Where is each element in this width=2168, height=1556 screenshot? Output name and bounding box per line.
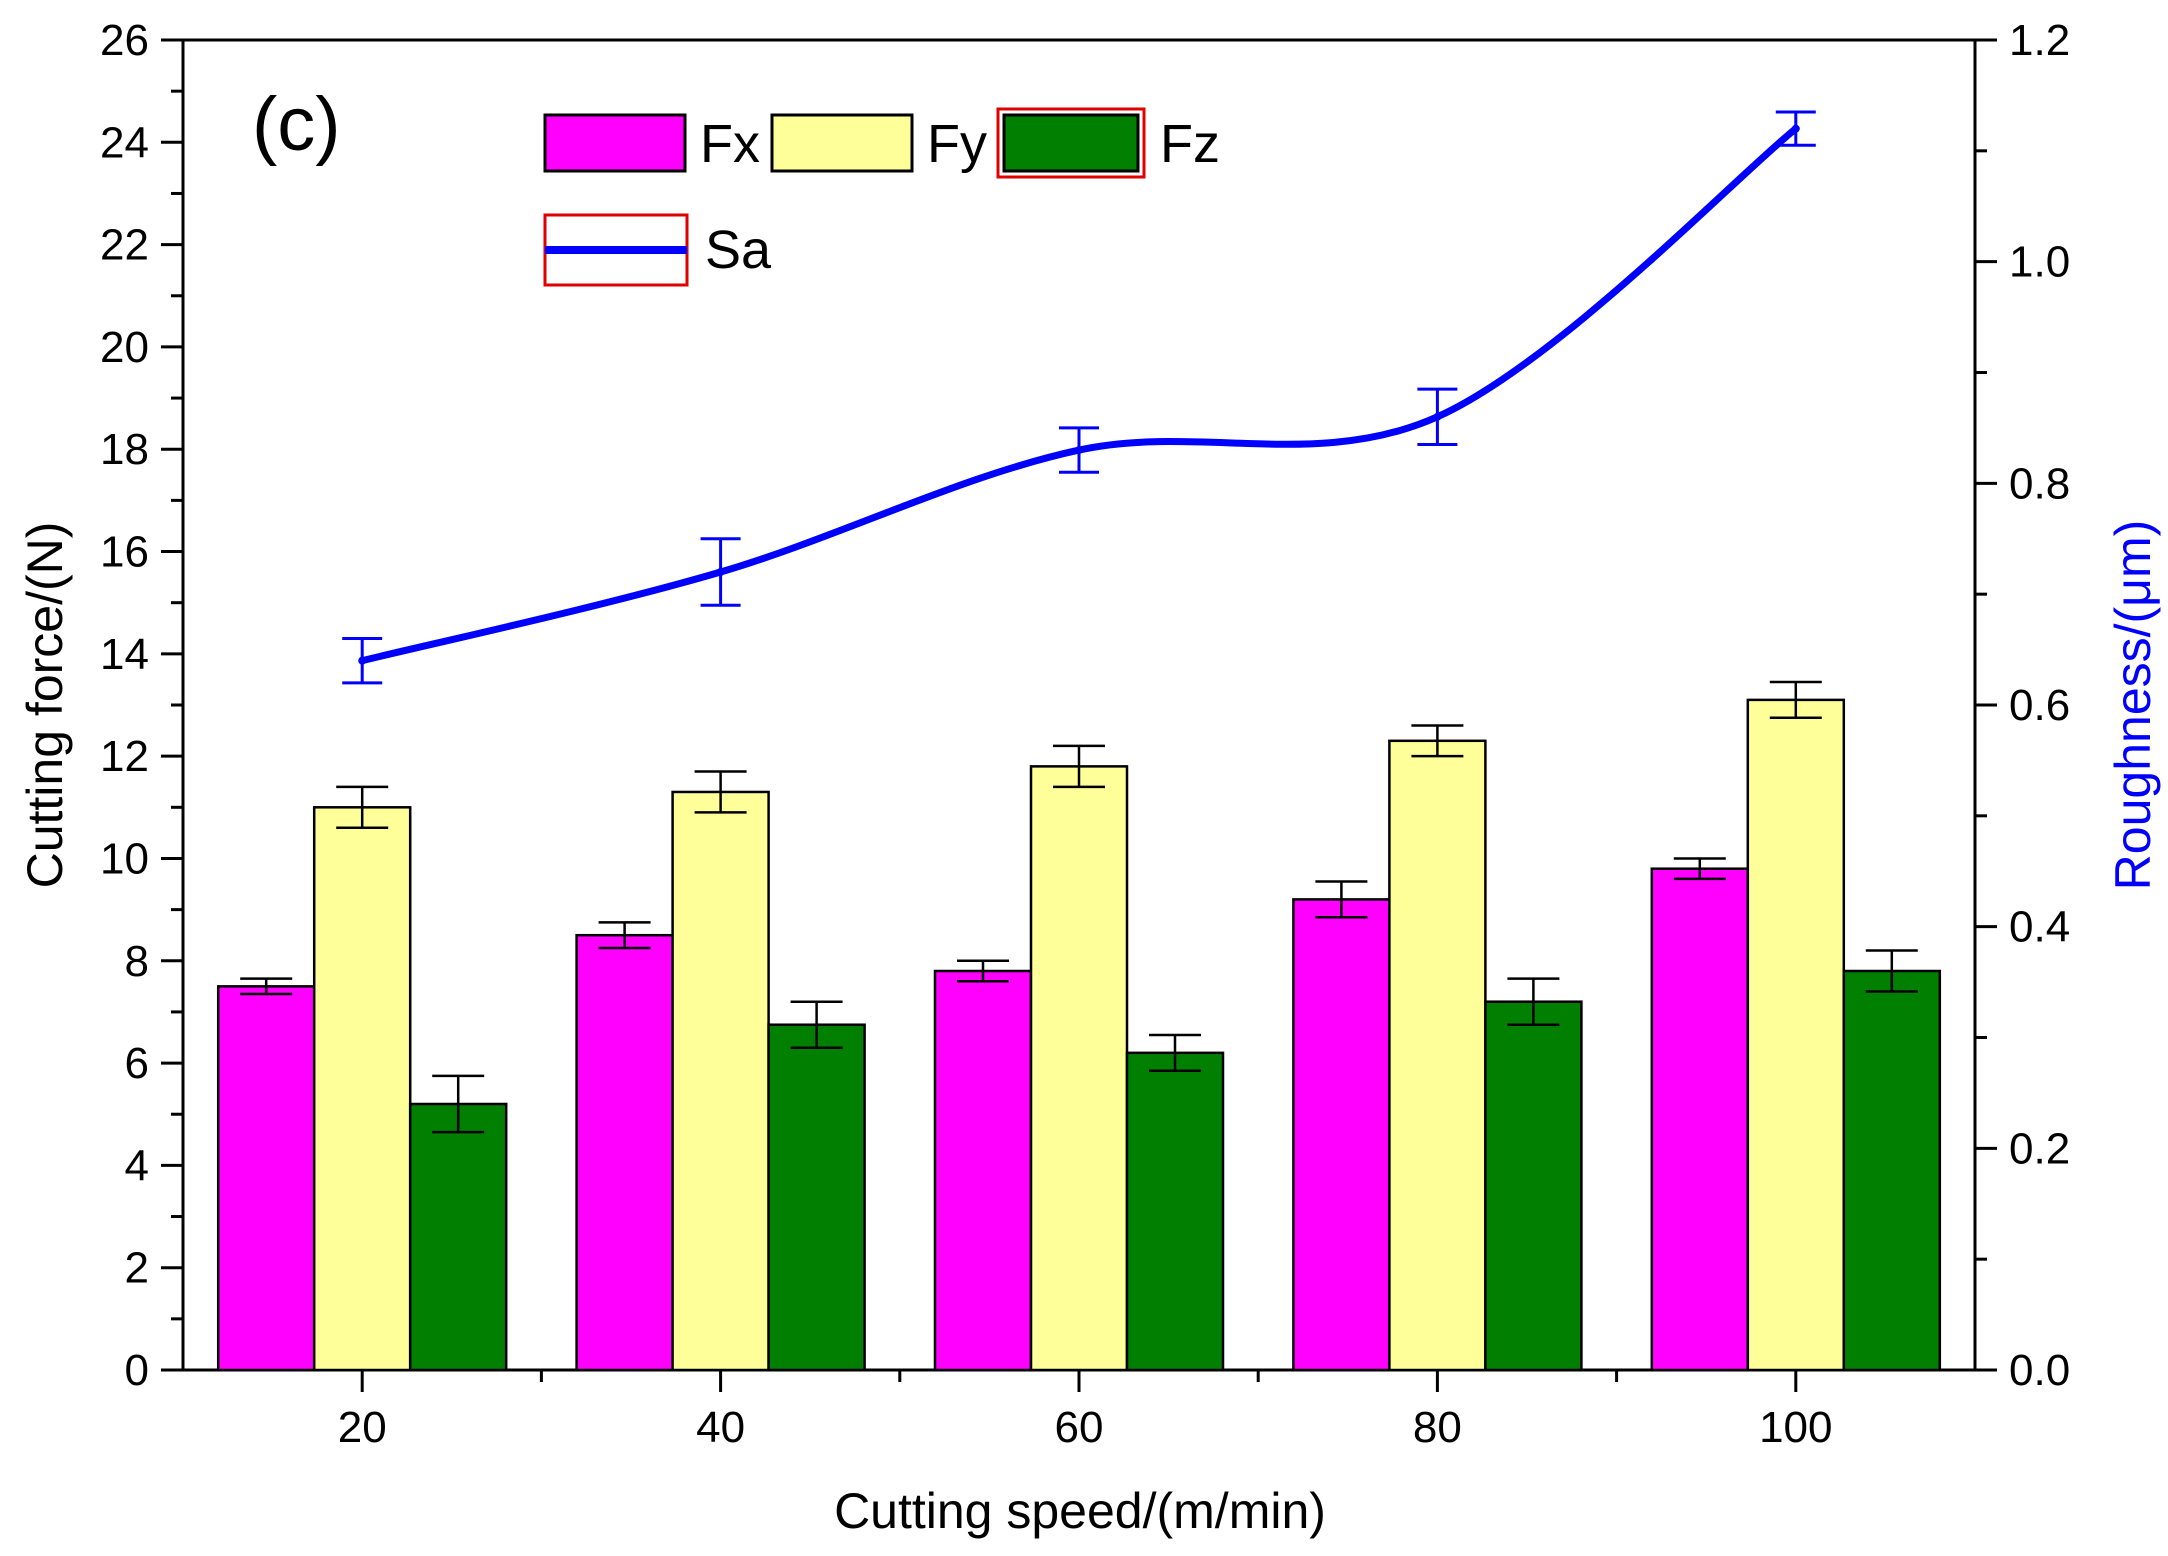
y2-tick-label: 0.8 xyxy=(2009,459,2070,508)
bar-fz-40 xyxy=(767,1023,866,1372)
bar-fy-60 xyxy=(1029,765,1129,1372)
bar-fz-20 xyxy=(408,1102,508,1372)
legend: Fx Fy Fz Sa xyxy=(543,107,1220,287)
bottom-axis: 20 40 60 80 100 xyxy=(338,1370,1833,1452)
y-tick-label: 14 xyxy=(100,630,149,679)
y-tick-label: 10 xyxy=(100,834,149,883)
sa-point-100 xyxy=(1791,124,1800,133)
y-tick-label: 18 xyxy=(100,425,149,474)
x-tick-label: 80 xyxy=(1413,1403,1462,1452)
x-tick-label: 60 xyxy=(1055,1403,1104,1452)
y-tick-label: 26 xyxy=(100,16,149,65)
y-tick-label: 0 xyxy=(125,1346,149,1395)
y-tick-label: 8 xyxy=(125,937,149,986)
y2-tick-label: 1.2 xyxy=(2009,16,2070,65)
x-tick-label: 100 xyxy=(1759,1403,1832,1452)
y-tick-label: 24 xyxy=(100,118,149,167)
legend-swatch-fx xyxy=(543,113,687,173)
y2-tick-label: 0.6 xyxy=(2009,681,2070,730)
y-tick-label: 20 xyxy=(100,323,149,372)
bar-fy-80 xyxy=(1388,739,1487,1372)
legend-label-sa: Sa xyxy=(705,220,772,280)
x-axis-title: Cutting speed/(m/min) xyxy=(834,1483,1326,1539)
panel-label: (c) xyxy=(252,82,341,167)
bar-fy-100 xyxy=(1746,698,1846,1372)
y-tick-label: 6 xyxy=(125,1039,149,1088)
sa-line xyxy=(361,125,1798,665)
sa-point-20 xyxy=(358,656,367,665)
x-tick-label: 40 xyxy=(696,1403,745,1452)
y2-tick-label: 1.0 xyxy=(2009,238,2070,287)
bar-fy-20 xyxy=(312,806,412,1372)
y-tick-label: 2 xyxy=(125,1244,149,1293)
bar-fx-100 xyxy=(1650,867,1750,1372)
sa-point-80 xyxy=(1433,412,1442,421)
y-tick-label: 22 xyxy=(100,221,149,270)
bar-fx-20 xyxy=(216,985,316,1372)
y2-tick-label: 0.4 xyxy=(2009,903,2070,952)
right-axis: 0.0 0.2 0.4 0.6 0.8 1.0 1.2 xyxy=(1975,16,2070,1395)
legend-swatch-fz xyxy=(1002,113,1140,173)
sa-point-40 xyxy=(716,568,725,576)
bar-fx-40 xyxy=(575,933,674,1372)
bar-fx-80 xyxy=(1292,898,1391,1372)
bar-fz-60 xyxy=(1125,1051,1225,1372)
bar-fz-80 xyxy=(1484,1000,1583,1372)
bar-fx-60 xyxy=(933,969,1033,1372)
bar-fz-100 xyxy=(1842,969,1942,1372)
y-tick-label: 4 xyxy=(125,1141,149,1190)
legend-label-fz: Fz xyxy=(1160,114,1220,174)
bar-fy-40 xyxy=(671,790,770,1372)
x-tick-label: 20 xyxy=(338,1403,387,1452)
sa-line-layer xyxy=(342,110,1816,685)
y2-axis-title: Roughness/(μm) xyxy=(2105,520,2161,891)
error-bars-layer xyxy=(240,680,1918,1134)
legend-label-fy: Fy xyxy=(927,114,987,174)
y2-tick-label: 0.0 xyxy=(2009,1346,2070,1395)
y-tick-label: 16 xyxy=(100,528,149,577)
y-axis-title: Cutting force/(N) xyxy=(17,522,73,889)
sa-point-60 xyxy=(1075,446,1083,455)
legend-highlight-fz xyxy=(996,107,1146,179)
y-tick-label: 12 xyxy=(100,732,149,781)
legend-label-fx: Fx xyxy=(700,114,760,174)
bars-layer xyxy=(216,698,1942,1372)
legend-swatch-fy xyxy=(770,113,914,173)
y2-tick-label: 0.2 xyxy=(2009,1124,2070,1173)
